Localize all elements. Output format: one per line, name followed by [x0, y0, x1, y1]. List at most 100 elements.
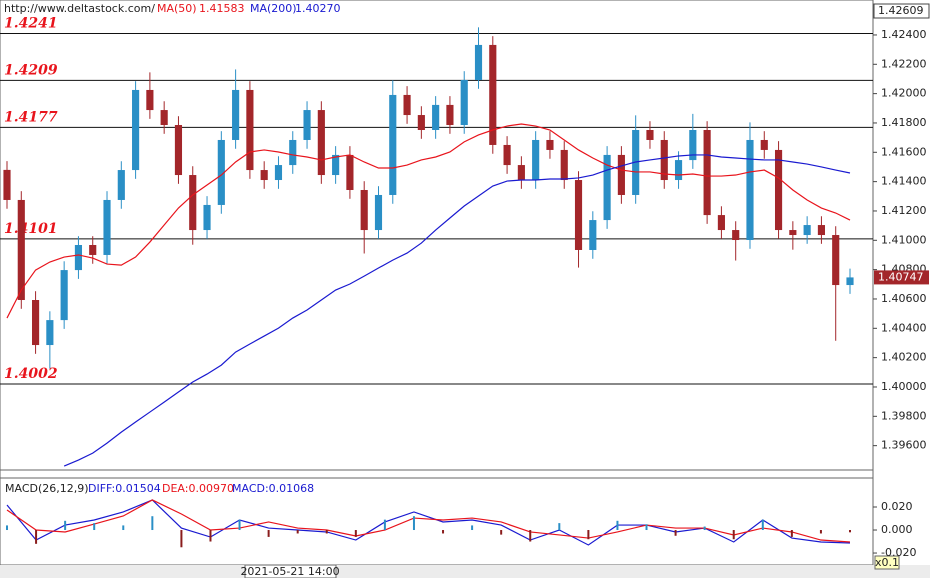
candle-body — [789, 230, 797, 236]
candle-body — [246, 89, 254, 171]
level-label: 1.4101 — [4, 221, 58, 237]
y-tick-label: 1.41000 — [881, 233, 927, 246]
candle-body — [303, 110, 311, 140]
y-tick-label: 1.41400 — [881, 175, 927, 188]
time-bar — [0, 565, 930, 578]
candle-body — [289, 139, 297, 166]
legend-ma200: MA(200) — [250, 2, 297, 15]
level-label: 1.4209 — [4, 62, 58, 78]
ma-line — [6, 123, 851, 319]
chart-title: http://www.deltastock.com/ — [4, 2, 155, 15]
candle-body — [160, 110, 168, 126]
candle-body — [432, 104, 440, 131]
candle-body — [174, 125, 183, 176]
candle-body — [132, 89, 140, 171]
y-tick-label: 1.41600 — [881, 145, 927, 158]
y-tick-label: 0.000 — [881, 523, 913, 536]
candle-body — [32, 300, 40, 346]
y-tick-label: 1.42000 — [881, 87, 927, 100]
candle-body — [374, 194, 383, 231]
candle-body — [689, 130, 697, 161]
candle-body — [146, 89, 154, 111]
candle-body — [703, 130, 711, 216]
legend-macd: MACD:0.01068 — [232, 482, 314, 495]
candle-body — [760, 139, 768, 150]
candle-body — [189, 175, 197, 231]
candle-body — [403, 94, 411, 116]
y-tick-label: 1.39600 — [881, 439, 927, 452]
candle-body — [560, 149, 568, 181]
y-tick-label: 1.40000 — [881, 380, 927, 393]
candle-body — [89, 244, 97, 255]
candle-body — [360, 189, 368, 231]
legend-dea: DEA:0.00970 — [162, 482, 234, 495]
y-tick-label: 1.40200 — [881, 351, 927, 364]
candle-body — [574, 180, 583, 250]
candle-body — [746, 139, 754, 241]
level-label: 1.4002 — [4, 366, 58, 382]
macd-title: MACD(26,12,9) — [5, 482, 89, 495]
candle-body — [489, 44, 497, 145]
candle-body — [389, 94, 397, 195]
y-tick-label: 1.42200 — [881, 57, 927, 70]
ylim-top-box — [873, 3, 930, 19]
y-tick-label: -0.020 — [881, 546, 916, 559]
candle-body — [474, 44, 483, 80]
candle-body — [660, 139, 668, 181]
y-tick-label: 1.41800 — [881, 116, 927, 129]
candle-body — [717, 215, 725, 231]
candle-body — [846, 277, 854, 286]
y-tick-label: 0.020 — [881, 500, 913, 513]
candle-body — [460, 79, 468, 126]
candle-body — [732, 230, 740, 241]
candle-body — [517, 165, 525, 181]
ylim-top-label: 1.42609 — [878, 4, 924, 17]
candle-body — [317, 110, 325, 176]
ma-line — [63, 154, 851, 467]
last-price-box — [874, 270, 929, 285]
y-tick-label: 1.40400 — [881, 321, 927, 334]
candle-body — [203, 204, 211, 231]
candle-body — [803, 225, 811, 236]
candle-body — [546, 139, 554, 150]
candle-body — [74, 244, 83, 271]
level-label: 1.4177 — [4, 109, 58, 125]
legend-diff: DIFF:0.01504 — [88, 482, 161, 495]
candle-body — [589, 220, 597, 250]
cursor-time: 2021-05-21 14:00 — [240, 565, 339, 578]
y-tick-label: 1.40600 — [881, 292, 927, 305]
y-tick-label: 1.41200 — [881, 204, 927, 217]
candle-body — [832, 235, 840, 286]
candle-body — [217, 139, 225, 205]
candle-body — [674, 160, 683, 181]
scale-note: x0.1 — [875, 556, 899, 569]
candle-body — [46, 320, 54, 346]
y-tick-label: 1.39800 — [881, 409, 927, 422]
last-price-label: 1.40747 — [878, 270, 924, 283]
candle-body — [503, 144, 511, 166]
y-tick-label: 1.42400 — [881, 28, 927, 41]
candle-body — [817, 225, 825, 236]
candle-body — [3, 169, 11, 200]
macd-line — [6, 499, 851, 543]
candle-body — [60, 270, 68, 321]
candle-body — [617, 154, 625, 195]
candle-body — [646, 130, 654, 140]
legend-ma50-value: 1.41583 — [199, 2, 245, 15]
level-label: 1.4241 — [4, 15, 58, 31]
candle-body — [774, 149, 783, 231]
candle-body — [346, 154, 354, 190]
candle-body — [603, 154, 611, 221]
candle-body — [532, 139, 540, 181]
candle-body — [103, 199, 111, 255]
candle-body — [446, 104, 454, 126]
legend-ma200-value: 1.40270 — [295, 2, 341, 15]
scale-note-box — [874, 555, 900, 570]
candle-body — [17, 199, 25, 301]
candle-body — [117, 170, 125, 200]
candle-body — [417, 115, 425, 131]
time-box — [244, 564, 337, 578]
candle-body — [260, 170, 268, 181]
legend-ma50: MA(50) — [157, 2, 197, 15]
